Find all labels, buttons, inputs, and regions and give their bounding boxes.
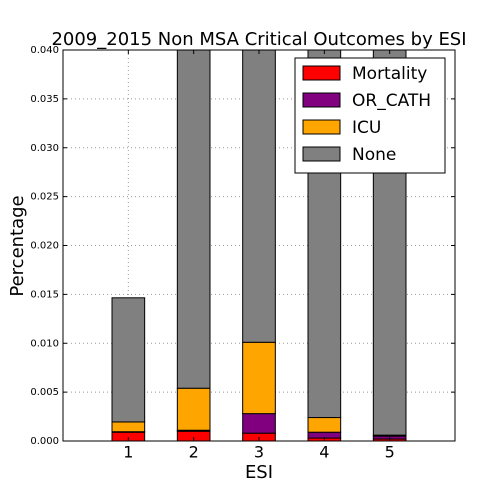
x-tick-label: 1 [123,443,133,462]
bar-segment [111,297,146,423]
x-tick-label: 4 [319,443,329,462]
legend: Mortality OR_CATH ICU None [294,57,446,174]
chart-title: 2009_2015 Non MSA Critical Outcomes by E… [51,29,466,50]
y-tick-label: 0.025 [30,192,59,203]
legend-label: Mortality [352,64,427,84]
y-tick-label: 0.015 [30,289,59,300]
bar-segment [242,413,276,434]
x-tick-label: 5 [385,443,395,462]
y-tick-label: 0.005 [30,387,59,398]
y-tick-label: 0.030 [30,143,59,154]
legend-label: OR_CATH [352,91,431,111]
bars [111,50,407,441]
x-tick-label: 2 [189,443,199,462]
legend-swatch [302,92,341,108]
legend-swatch [302,119,341,135]
bar-segment [242,341,276,415]
x-axis-label: ESI [245,462,273,483]
bar-segment [176,387,211,431]
y-tick-label: 0.020 [30,241,59,252]
legend-label: None [352,145,396,165]
y-tick-label: 0.000 [30,436,59,447]
x-tick-label: 3 [254,443,264,462]
y-tick-label: 0.040 [30,45,59,56]
bar-segment [176,50,211,389]
y-tick-label: 0.035 [30,94,59,105]
bar-segment [307,417,342,433]
bar-segment [242,50,276,343]
ticks: 0.000 0.005 0.010 0.015 0.020 0.025 0.030 0.035… [30,45,455,462]
bar-segment [111,421,146,433]
legend-swatch [302,146,341,162]
y-axis-label: Percentage [7,195,28,296]
legend-label: ICU [352,118,381,138]
y-tick-label: 0.010 [30,338,59,349]
legend-swatch [302,65,341,81]
